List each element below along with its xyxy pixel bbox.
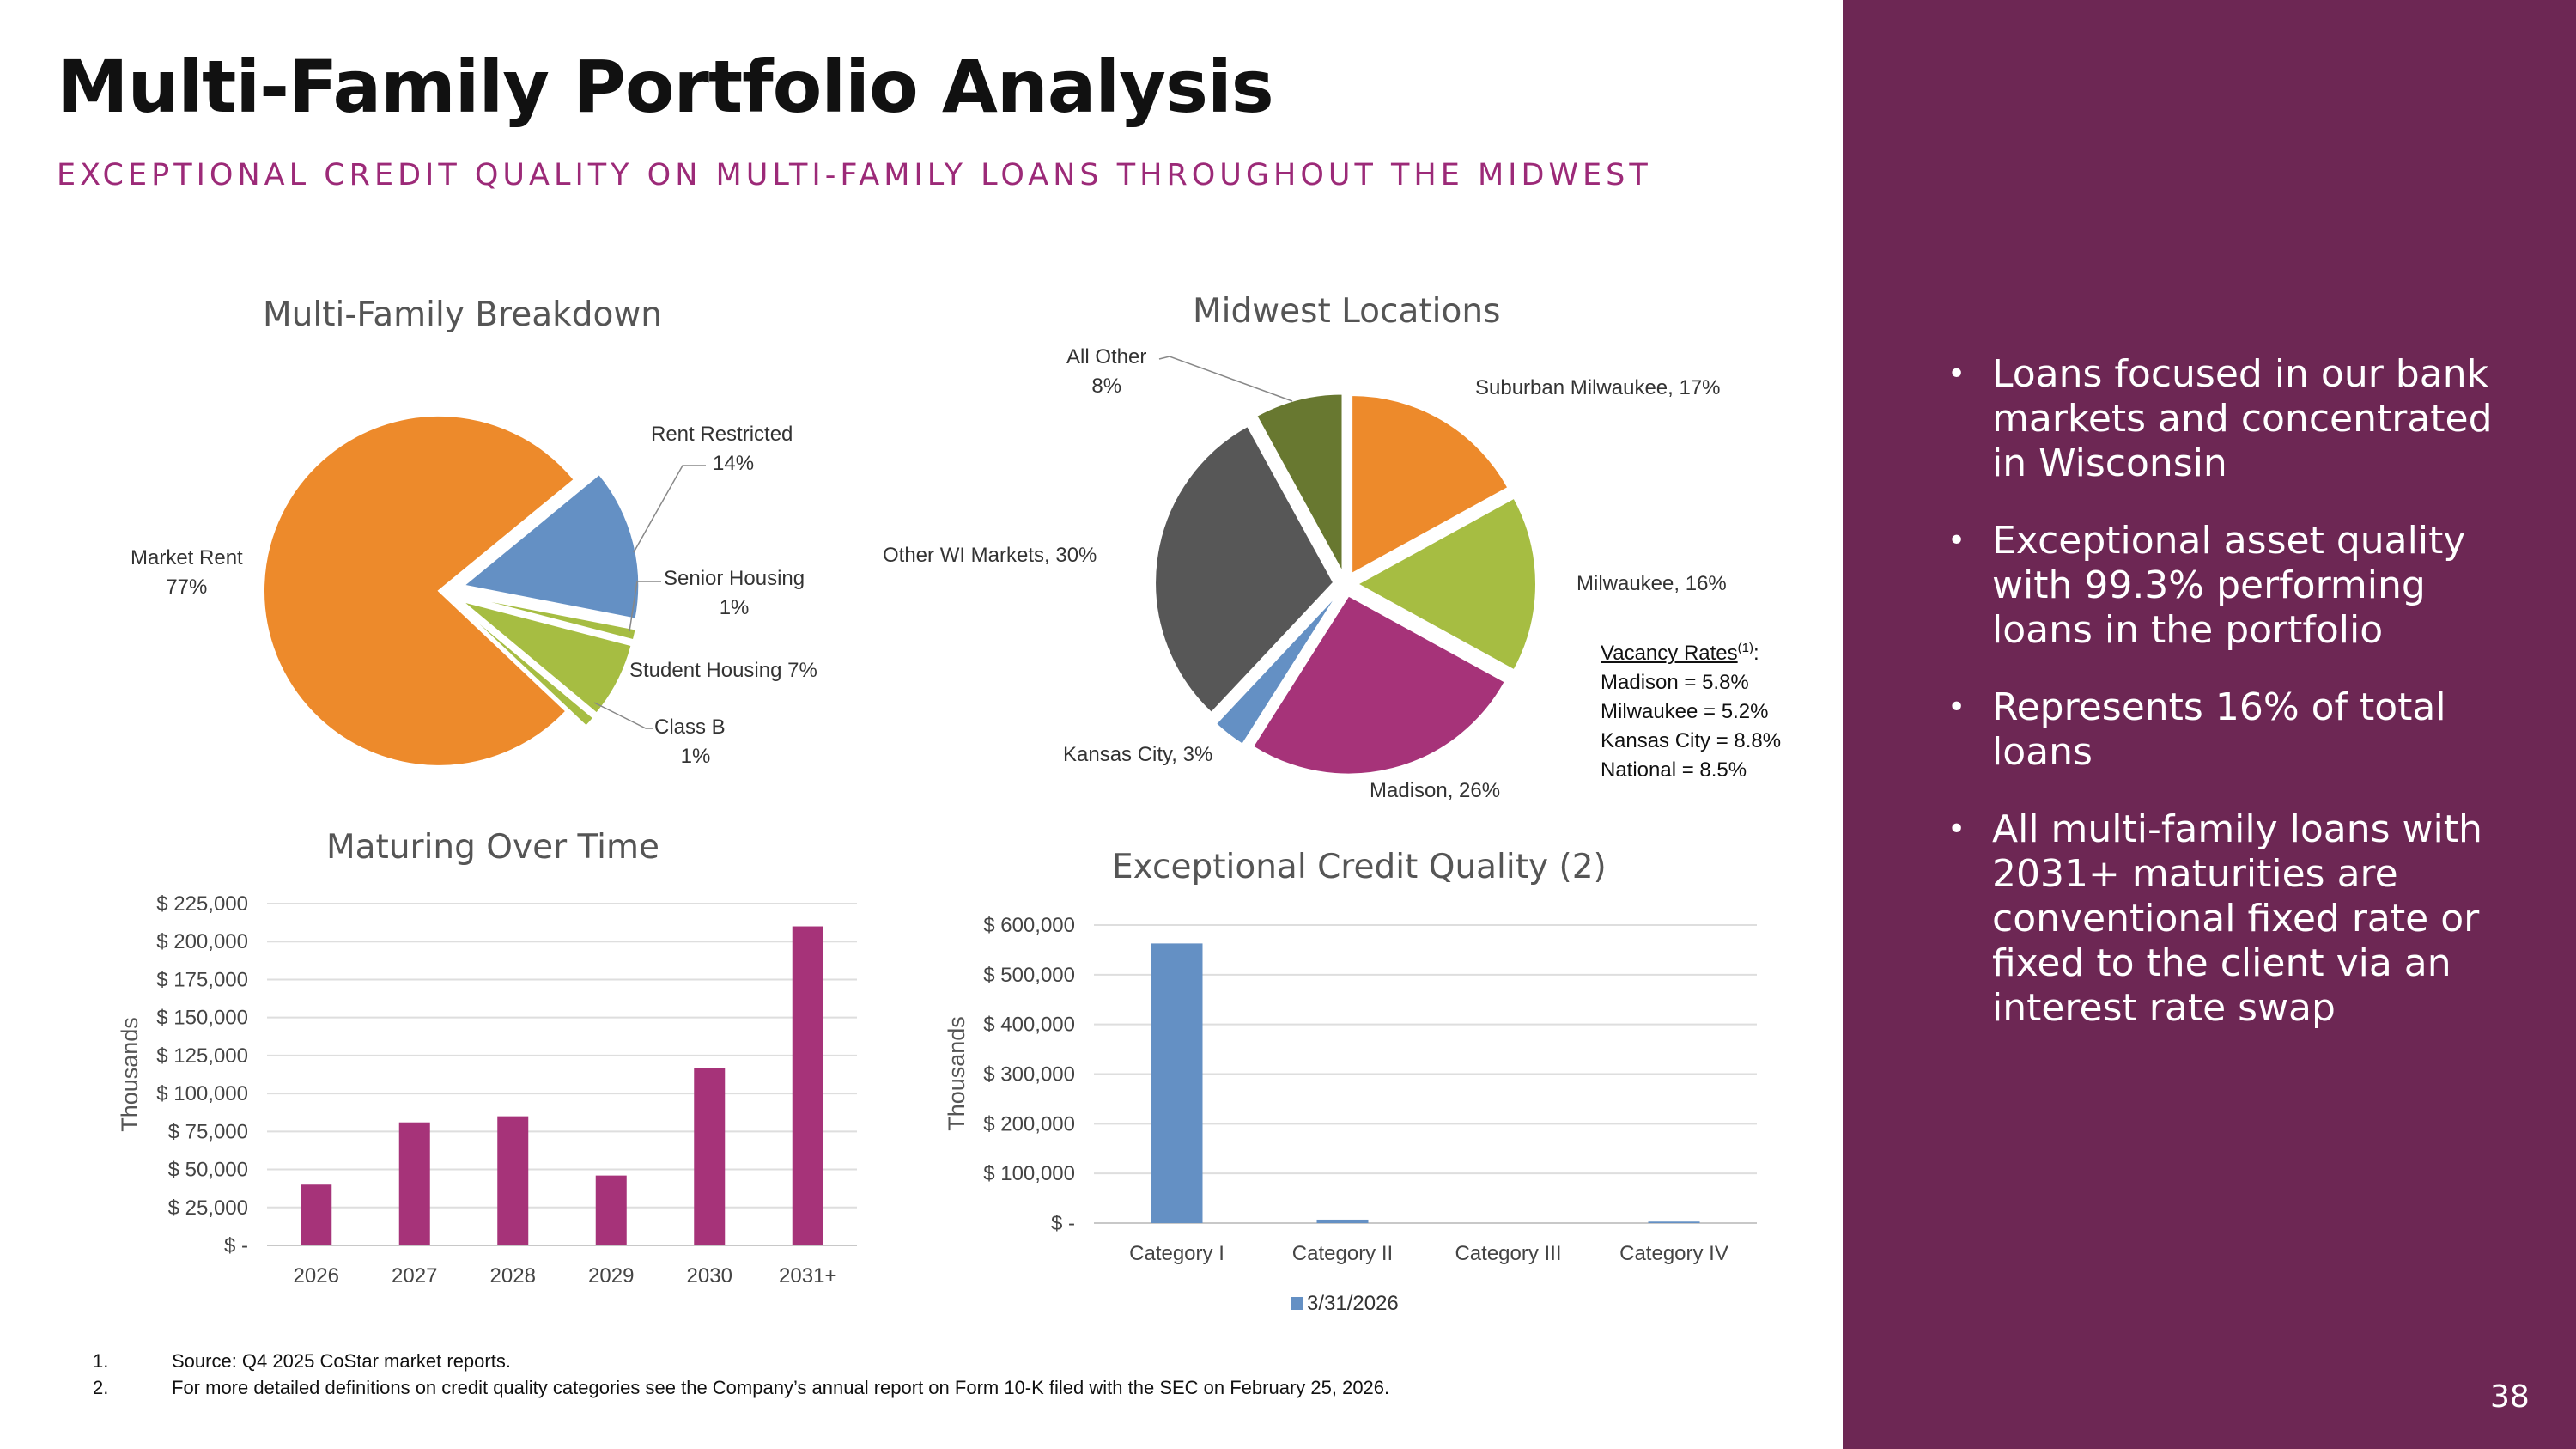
y-tick-label: $ 400,000 <box>983 1014 1075 1037</box>
x-tick-label: Category II <box>1292 1242 1393 1265</box>
pie-slice-market-rent <box>263 414 576 767</box>
credit-chart-title: Exceptional Credit Quality (2) <box>1112 848 1607 886</box>
pie-label-student-housing: Student Housing 7% <box>629 659 817 682</box>
pie-slice-senior-housing <box>464 594 637 642</box>
locations-chart-title: Midwest Locations <box>1193 292 1501 331</box>
credit-bar-chart: $ - $ 100,000 $ 200,000 $ 300,000 $ 400,000 $… <box>944 914 1757 1265</box>
pie-slice-suburban-milwaukee <box>1351 393 1510 575</box>
y-tick-label: $ 500,000 <box>983 964 1075 987</box>
y-tick-label: $ 200,000 <box>983 1112 1075 1135</box>
bar-2031 <box>792 926 823 1245</box>
bar-2026 <box>301 1184 332 1245</box>
bar-category-iv <box>1648 1221 1700 1223</box>
x-tick-label: Category I <box>1129 1242 1224 1265</box>
leader-line <box>1158 356 1293 402</box>
y-tick-label: $ 300,000 <box>983 1063 1075 1087</box>
key-points-list: Loans focused in our bank markets and co… <box>1947 352 2514 1063</box>
footnote-number: 1. <box>93 1350 109 1372</box>
pie-label-milwaukee: Milwaukee, 16% <box>1577 572 1727 595</box>
footnote-text: Source: Q4 2025 CoStar market reports. <box>172 1350 511 1372</box>
x-tick-label: 2029 <box>588 1264 634 1288</box>
pie-label-suburban-milwaukee: Suburban Milwaukee, 17% <box>1475 376 1721 399</box>
vacancy-rates-title: Vacancy Rates(1): <box>1601 641 1759 665</box>
y-tick-label: $ 100,000 <box>983 1162 1075 1185</box>
bar-2027 <box>398 1122 430 1245</box>
pie-label-kansas-city: Kansas City, 3% <box>1063 743 1213 766</box>
x-tick-label: 2030 <box>687 1264 732 1288</box>
maturing-chart-title: Maturing Over Time <box>326 828 659 867</box>
y-tick-label: $ 75,000 <box>168 1120 248 1143</box>
breakdown-chart-title: Multi-Family Breakdown <box>263 295 662 334</box>
pie-label-rent-restricted: Rent Restricted 14% <box>651 423 793 475</box>
pie-slice-student-housing <box>461 600 633 715</box>
pie-label-all-other: All Other 8% <box>1066 345 1147 398</box>
vacancy-line: National = 8.5% <box>1601 758 1747 782</box>
y-tick-label: $ 100,000 <box>156 1082 248 1105</box>
pie-slice-rent-restricted <box>461 472 641 620</box>
pie-label-other-wi-markets: Other WI Markets, 30% <box>883 544 1097 567</box>
vacancy-rates-box: Vacancy Rates(1): Madison = 5.8% Milwauk… <box>1601 634 1781 785</box>
vacancy-line: Milwaukee = 5.2% <box>1601 700 1769 723</box>
y-tick-label: $ - <box>224 1234 248 1257</box>
pie-slice-other-wi-markets <box>1154 424 1335 715</box>
x-tick-label: 2026 <box>294 1264 339 1288</box>
x-tick-label: Category III <box>1455 1242 1561 1265</box>
pie-label-madison: Madison, 26% <box>1370 779 1501 802</box>
y-tick-label: $ 150,000 <box>156 1007 248 1030</box>
key-point-item: Exceptional asset quality with 99.3% per… <box>1947 519 2514 653</box>
vacancy-line: Madison = 5.8% <box>1601 671 1749 694</box>
x-tick-label: Category IV <box>1619 1242 1728 1265</box>
key-point-item: Loans focused in our bank markets and co… <box>1947 352 2514 486</box>
footnote-number: 2. <box>93 1377 109 1398</box>
y-tick-label: $ 600,000 <box>983 914 1075 937</box>
pie-label-senior-housing: Senior Housing 1% <box>664 567 805 619</box>
x-tick-label: 2028 <box>490 1264 536 1288</box>
legend-label: 3/31/2026 <box>1307 1292 1399 1315</box>
locations-pie-chart <box>1154 356 1537 776</box>
footnote-text: For more detailed definitions on credit … <box>172 1377 1390 1398</box>
bar-category-ii <box>1316 1219 1369 1223</box>
pie-label-market-rent: Market Rent 77% <box>131 546 243 599</box>
y-tick-label: $ 125,000 <box>156 1044 248 1068</box>
bar-2029 <box>595 1175 627 1245</box>
credit-chart-legend: 3/31/2026 <box>1291 1292 1399 1316</box>
leader-line <box>629 581 661 632</box>
y-axis-label: Thousands <box>944 1016 969 1131</box>
pie-slice-madison <box>1251 594 1507 776</box>
pie-slice-milwaukee <box>1355 496 1537 672</box>
bar-2028 <box>497 1116 529 1245</box>
y-tick-label: $ 50,000 <box>168 1159 248 1182</box>
y-tick-label: $ 225,000 <box>156 892 248 916</box>
breakdown-pie-chart <box>263 414 706 767</box>
x-tick-label: 2027 <box>392 1264 437 1288</box>
y-axis-label: Thousands <box>117 1017 143 1132</box>
page-subtitle: EXCEPTIONAL CREDIT QUALITY ON MULTI-FAMI… <box>57 158 1652 192</box>
bar-2030 <box>694 1068 726 1245</box>
leader-line <box>593 702 653 729</box>
pie-label-class-b: Class B 1% <box>654 715 726 768</box>
y-tick-label: $ 175,000 <box>156 968 248 991</box>
page-title: Multi-Family Portfolio Analysis <box>57 45 1274 129</box>
legend-swatch <box>1291 1297 1303 1310</box>
y-tick-label: $ 200,000 <box>156 930 248 953</box>
key-point-item: Represents 16% of total loans <box>1947 685 2514 775</box>
page-number: 38 <box>2490 1379 2530 1415</box>
key-point-item: All multi-family loans with 2031+ maturi… <box>1947 807 2514 1031</box>
pie-slice-all-other <box>1255 393 1344 573</box>
y-tick-label: $ 25,000 <box>168 1196 248 1220</box>
pie-slice-kansas-city <box>1214 593 1340 746</box>
x-tick-label: 2031+ <box>779 1264 836 1288</box>
maturing-bar-chart: $ - $ 25,000 $ 50,000 $ 75,000 $ 100,000 $ 12… <box>117 892 857 1288</box>
y-tick-label: $ - <box>1051 1212 1075 1235</box>
vacancy-line: Kansas City = 8.8% <box>1601 729 1782 752</box>
leader-line <box>633 465 706 553</box>
pie-slice-class-b <box>458 605 595 728</box>
bar-category-i <box>1151 943 1203 1223</box>
